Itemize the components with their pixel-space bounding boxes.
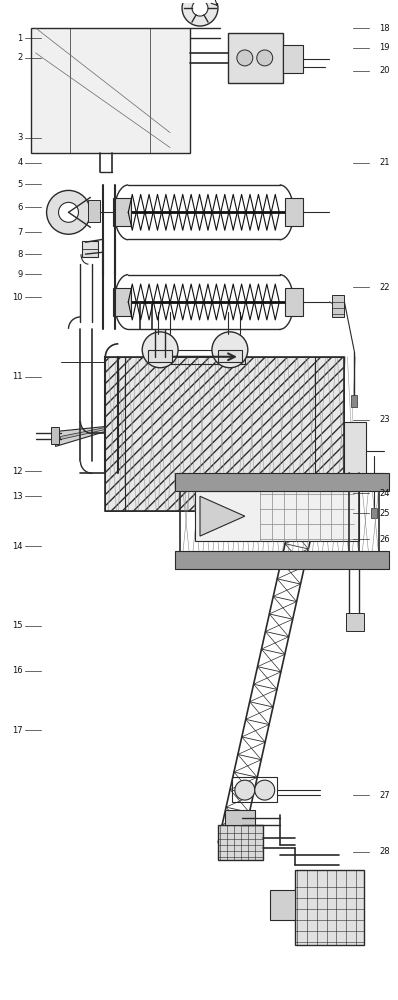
- Text: 23: 23: [379, 415, 390, 424]
- Bar: [88, 200, 100, 222]
- Bar: [346, 613, 364, 631]
- Bar: [105, 357, 344, 511]
- Text: 7: 7: [17, 228, 23, 237]
- Circle shape: [192, 0, 208, 16]
- Circle shape: [212, 332, 248, 368]
- Bar: [285, 288, 302, 316]
- Text: 17: 17: [12, 726, 23, 735]
- Text: 26: 26: [379, 535, 390, 544]
- Text: 1: 1: [18, 34, 23, 43]
- Text: 28: 28: [379, 847, 390, 856]
- Text: 16: 16: [12, 666, 23, 675]
- Text: 3: 3: [17, 133, 23, 142]
- Bar: [285, 198, 302, 226]
- Bar: [344, 422, 366, 481]
- Text: 24: 24: [379, 489, 390, 498]
- Text: 13: 13: [12, 492, 23, 501]
- Circle shape: [47, 190, 90, 234]
- Text: 8: 8: [17, 250, 23, 259]
- Bar: [175, 551, 389, 569]
- Circle shape: [235, 780, 255, 800]
- Circle shape: [142, 332, 178, 368]
- Bar: [105, 357, 344, 511]
- Bar: [225, 810, 255, 825]
- Bar: [113, 288, 131, 316]
- Bar: [218, 825, 263, 860]
- Bar: [332, 295, 344, 317]
- Text: 14: 14: [12, 542, 23, 551]
- Text: 9: 9: [18, 270, 23, 279]
- Text: 18: 18: [379, 24, 390, 33]
- Bar: [371, 508, 377, 518]
- Bar: [82, 241, 98, 257]
- Circle shape: [59, 202, 78, 222]
- Bar: [218, 350, 242, 362]
- Bar: [51, 427, 59, 444]
- Bar: [148, 350, 172, 362]
- Text: 22: 22: [379, 283, 390, 292]
- Bar: [170, 350, 245, 364]
- Text: 10: 10: [12, 293, 23, 302]
- Bar: [113, 198, 131, 226]
- Bar: [31, 28, 190, 153]
- Text: 27: 27: [379, 791, 390, 800]
- Text: 19: 19: [379, 43, 390, 52]
- Circle shape: [237, 50, 253, 66]
- Text: 2: 2: [18, 53, 23, 62]
- Polygon shape: [60, 428, 105, 439]
- Text: 5: 5: [18, 180, 23, 189]
- Text: 6: 6: [17, 203, 23, 212]
- Bar: [180, 481, 379, 561]
- Text: 11: 11: [12, 372, 23, 381]
- Bar: [283, 45, 302, 73]
- Text: 20: 20: [379, 66, 390, 75]
- Bar: [175, 473, 389, 491]
- Polygon shape: [195, 491, 359, 541]
- Text: 15: 15: [12, 621, 23, 630]
- Circle shape: [255, 780, 275, 800]
- Bar: [351, 395, 357, 407]
- Text: 12: 12: [12, 467, 23, 476]
- Polygon shape: [200, 496, 245, 536]
- Text: 25: 25: [379, 509, 390, 518]
- Bar: [270, 890, 295, 920]
- Bar: [295, 870, 364, 945]
- Bar: [228, 33, 283, 83]
- Bar: [232, 777, 277, 802]
- Polygon shape: [56, 427, 105, 446]
- Text: 21: 21: [379, 158, 390, 167]
- Circle shape: [257, 50, 273, 66]
- Circle shape: [182, 0, 218, 26]
- Text: 4: 4: [18, 158, 23, 167]
